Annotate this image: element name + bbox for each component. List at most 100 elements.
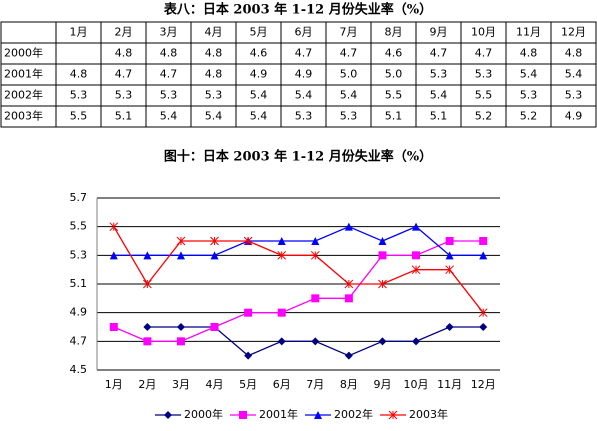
point xyxy=(314,411,322,419)
x-tick-label: 8月 xyxy=(340,378,358,391)
table-cell: 5.4 xyxy=(250,110,268,123)
x-tick-label: 7月 xyxy=(306,378,324,391)
table-cell: 4.7 xyxy=(340,47,358,60)
point xyxy=(412,222,421,231)
point xyxy=(344,351,353,360)
y-tick-label: 4.7 xyxy=(70,334,88,347)
table-header: 8月 xyxy=(385,26,403,39)
point xyxy=(378,251,387,260)
table-cell: 4.8 xyxy=(205,47,223,60)
table-cell: 5.5 xyxy=(385,89,403,102)
point xyxy=(176,323,185,331)
x-tick-label: 4月 xyxy=(206,378,224,391)
point xyxy=(164,411,172,419)
x-tick-label: 2月 xyxy=(138,378,156,391)
table-cell: 5.3 xyxy=(565,89,583,102)
point xyxy=(277,337,286,346)
table-cell: 5.3 xyxy=(475,68,493,81)
point xyxy=(109,222,119,232)
point xyxy=(244,308,253,317)
x-tick-label: 10月 xyxy=(404,378,429,391)
table-cell: 5.3 xyxy=(205,89,223,102)
point xyxy=(411,265,421,275)
x-tick-label: 3月 xyxy=(172,378,190,391)
table-cell: 4.6 xyxy=(385,47,403,60)
table-cell: 5.3 xyxy=(520,89,538,102)
point xyxy=(445,237,454,245)
row-label: 2001年 xyxy=(4,67,43,81)
point xyxy=(143,337,152,346)
point xyxy=(344,222,353,231)
point xyxy=(210,323,219,331)
x-tick-label: 1月 xyxy=(105,378,123,391)
point xyxy=(277,237,286,245)
table-header: 12月 xyxy=(561,26,586,39)
table-cell: 4.7 xyxy=(475,47,493,60)
table-header: 11月 xyxy=(516,26,541,39)
table-cell: 4.8 xyxy=(70,68,88,81)
table-cell: 5.3 xyxy=(295,110,313,123)
point xyxy=(143,279,152,289)
point xyxy=(210,236,219,246)
table-cell: 5.4 xyxy=(340,89,358,102)
table-cell: 5.4 xyxy=(205,110,223,123)
point xyxy=(143,323,152,331)
table-header: 5月 xyxy=(250,26,268,39)
point xyxy=(176,236,186,246)
y-tick-label: 4.9 xyxy=(70,306,88,319)
table-cell: 5.3 xyxy=(340,110,358,123)
table-cell: 5.0 xyxy=(340,68,358,81)
table-cell: 5.3 xyxy=(70,89,88,102)
table-cell: 5.4 xyxy=(430,89,448,102)
point xyxy=(143,251,152,260)
point xyxy=(412,337,421,346)
table-cell: 4.7 xyxy=(295,47,313,60)
point xyxy=(176,251,185,260)
table-cell: 5.5 xyxy=(475,89,493,102)
x-tick-label: 6月 xyxy=(273,378,291,391)
y-tick-label: 5.3 xyxy=(70,248,88,261)
legend-label: 2002年 xyxy=(334,407,373,421)
row-label: 2002年 xyxy=(4,88,43,102)
point xyxy=(479,251,488,260)
x-tick-label: 12月 xyxy=(471,378,496,391)
point xyxy=(277,250,287,260)
table-cell: 5.5 xyxy=(70,110,88,123)
point xyxy=(344,279,354,289)
table-cell: 4.6 xyxy=(250,47,268,60)
table-cell: 4.9 xyxy=(250,68,268,81)
point xyxy=(243,236,253,246)
table-cell: 5.1 xyxy=(115,110,133,123)
y-tick-label: 5.5 xyxy=(70,220,88,233)
table-header: 9月 xyxy=(430,26,448,39)
table-cell: 4.8 xyxy=(565,47,583,60)
table-cell: 5.0 xyxy=(385,68,403,81)
point xyxy=(378,337,387,346)
table-header: 7月 xyxy=(340,26,358,39)
point xyxy=(277,308,286,317)
table-cell: 4.7 xyxy=(160,68,178,81)
point xyxy=(445,323,454,331)
table-header: 10月 xyxy=(471,26,496,39)
point xyxy=(344,294,353,303)
table-header: 4月 xyxy=(205,26,223,39)
table-cell: 5.4 xyxy=(295,89,313,102)
row-label: 2003年 xyxy=(4,109,43,123)
series-line xyxy=(113,240,484,342)
series-line xyxy=(113,225,484,256)
table-cell: 4.7 xyxy=(115,68,133,81)
point xyxy=(445,251,454,260)
y-tick-label: 5.1 xyxy=(70,277,88,290)
table-cell: 5.4 xyxy=(565,68,583,81)
point xyxy=(412,251,421,260)
table-header: 6月 xyxy=(295,26,313,39)
legend-label: 2001年 xyxy=(259,407,298,421)
table-title: 表八：日本 2003 年 1-12 月份失业率（%） xyxy=(163,2,432,18)
point xyxy=(388,410,398,420)
y-tick-label: 5.7 xyxy=(70,191,88,204)
point xyxy=(311,237,320,245)
table-cell: 4.8 xyxy=(115,47,133,60)
table-cell: 4.8 xyxy=(205,68,223,81)
series-line xyxy=(113,226,484,314)
